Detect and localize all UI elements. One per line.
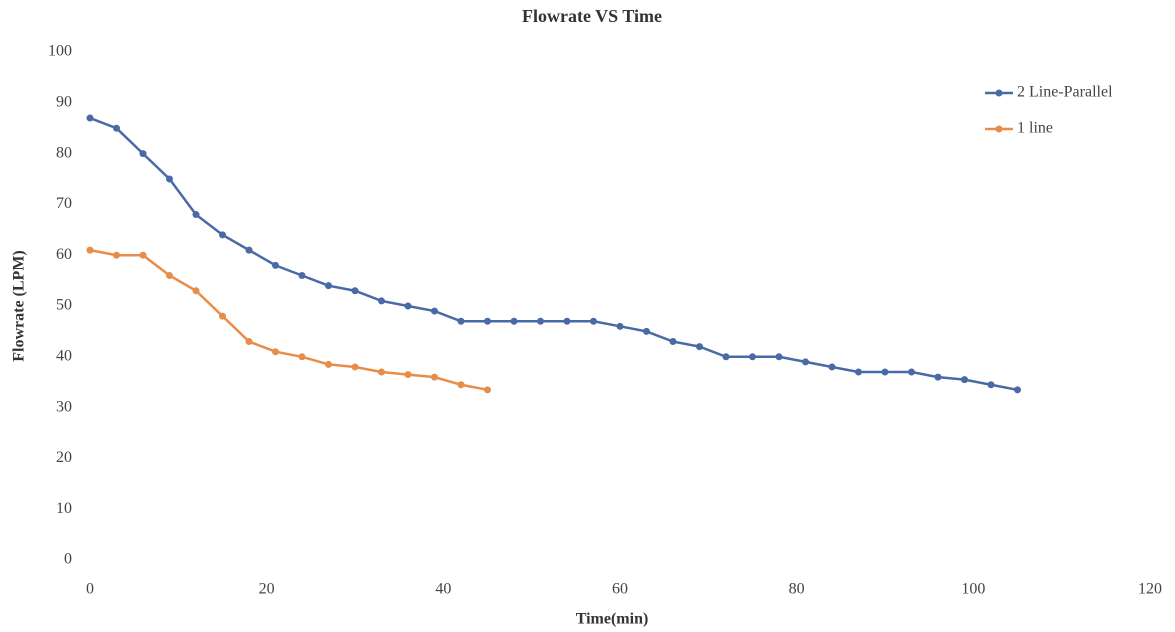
data-point <box>696 343 703 351</box>
data-point <box>484 386 491 394</box>
y-tick-label: 70 <box>56 195 72 212</box>
y-tick-label: 30 <box>56 398 72 415</box>
data-point <box>457 317 465 325</box>
data-point <box>113 251 120 259</box>
legend-marker <box>995 89 1003 97</box>
data-point <box>404 371 412 379</box>
data-point <box>616 322 624 330</box>
data-point <box>166 272 173 280</box>
data-point <box>272 261 279 269</box>
data-point <box>537 317 544 325</box>
data-point <box>669 338 677 346</box>
data-point <box>431 307 438 315</box>
y-tick-label: 80 <box>56 144 72 161</box>
y-tick-label: 90 <box>56 93 72 110</box>
x-axis-title: Time(min) <box>576 611 649 628</box>
data-point <box>404 302 412 310</box>
y-tick-label: 0 <box>64 551 72 568</box>
data-point <box>378 297 385 305</box>
data-point <box>987 381 995 389</box>
data-point <box>908 368 915 376</box>
x-tick-label: 20 <box>259 581 275 598</box>
data-point <box>881 368 889 376</box>
data-point <box>722 353 730 361</box>
data-point <box>484 317 491 325</box>
data-point <box>749 353 756 361</box>
data-point <box>590 317 597 325</box>
y-tick-label: 10 <box>56 500 72 517</box>
data-point <box>298 353 306 361</box>
data-point <box>219 312 226 320</box>
data-point <box>961 376 968 384</box>
data-point <box>113 124 120 132</box>
data-point <box>245 246 253 254</box>
legend-label: 2 Line-Parallel <box>1017 84 1113 101</box>
x-tick-label: 80 <box>789 581 805 598</box>
legend-marker <box>995 125 1003 133</box>
y-tick-label: 60 <box>56 246 72 263</box>
data-point <box>1014 386 1021 394</box>
x-tick-label: 120 <box>1138 581 1162 598</box>
data-point <box>219 231 226 239</box>
data-point <box>775 353 783 361</box>
legend-label: 1 line <box>1017 120 1053 137</box>
series-line <box>89 248 488 392</box>
data-point <box>272 348 279 356</box>
data-point <box>192 211 200 219</box>
data-point <box>166 175 173 183</box>
data-point <box>431 373 438 381</box>
series-line <box>89 116 1018 392</box>
data-point <box>86 114 94 122</box>
data-point <box>245 338 253 346</box>
data-point <box>643 327 650 335</box>
y-tick-label: 50 <box>56 297 72 314</box>
x-tick-label: 60 <box>612 581 628 598</box>
data-point <box>351 363 359 371</box>
y-axis-title: Flowrate (LPM) <box>11 250 28 362</box>
y-tick-label: 100 <box>48 43 72 60</box>
x-tick-label: 100 <box>961 581 985 598</box>
data-point <box>457 381 465 389</box>
data-point <box>86 246 94 254</box>
y-tick-label: 40 <box>56 347 72 364</box>
data-point <box>510 317 518 325</box>
x-tick-label: 40 <box>435 581 451 598</box>
data-point <box>563 317 571 325</box>
data-point <box>325 360 332 368</box>
data-point <box>139 150 147 158</box>
data-point <box>934 373 942 381</box>
data-point <box>298 272 306 280</box>
data-point <box>828 363 836 371</box>
data-point <box>192 287 200 295</box>
data-point <box>325 282 332 290</box>
chart-title: Flowrate VS Time <box>522 6 662 26</box>
x-tick-label: 0 <box>86 581 94 598</box>
y-tick-label: 20 <box>56 449 72 466</box>
data-point <box>802 358 809 366</box>
data-point <box>351 287 359 295</box>
data-point <box>378 368 385 376</box>
data-point <box>855 368 862 376</box>
data-point <box>139 251 147 259</box>
